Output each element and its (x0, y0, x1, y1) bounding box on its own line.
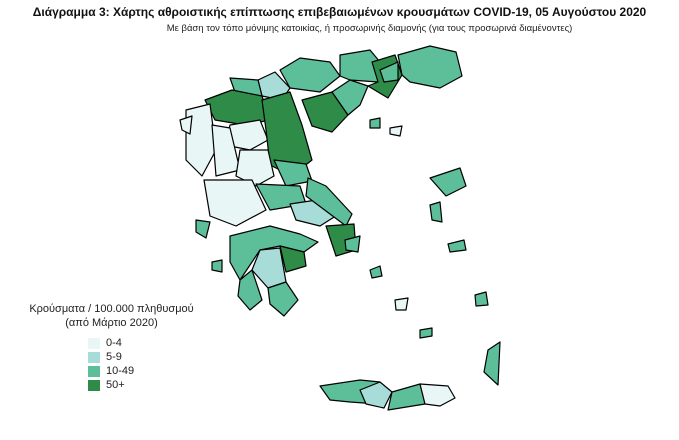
region (267, 281, 299, 317)
island (419, 327, 433, 339)
region (273, 159, 313, 187)
island (447, 239, 467, 253)
mainland-regions (185, 45, 463, 317)
legend-swatch (88, 365, 100, 377)
map-subtitle: Με βάση τον τόπο μόνιμης κατοικίας, ή πρ… (166, 23, 573, 34)
island (195, 219, 211, 239)
legend-swatch (88, 351, 100, 363)
legend-label: 10-49 (106, 365, 135, 377)
legend-title: Κρούσματα / 100.000 πληθυσμού (29, 303, 194, 315)
region (279, 245, 307, 273)
islands (179, 61, 501, 411)
island (419, 383, 456, 407)
island (474, 291, 489, 307)
island (211, 259, 223, 273)
island (389, 125, 403, 137)
legend: Κρούσματα / 100.000 πληθυσμού (από Μάρτι… (4, 302, 219, 392)
region (235, 149, 275, 187)
island (369, 265, 383, 279)
legend-subtitle: (από Μάρτιο 2020) (65, 317, 158, 329)
island (429, 201, 443, 223)
region (301, 91, 349, 133)
island (369, 117, 381, 129)
island (429, 167, 467, 197)
region (203, 179, 267, 227)
region (305, 177, 353, 227)
island (387, 383, 426, 411)
legend-item: 5-9 (88, 350, 219, 364)
legend-item: 0-4 (88, 336, 219, 350)
region (185, 103, 217, 177)
map-title: Διάγραμμα 3: Χάρτης αθροιστικής επίπτωση… (32, 5, 647, 19)
legend-label: 5-9 (106, 351, 122, 363)
region (331, 79, 369, 116)
island (379, 61, 399, 83)
legend-label: 0-4 (106, 337, 122, 349)
island (359, 381, 393, 409)
island (179, 115, 193, 135)
legend-item: 50+ (88, 378, 219, 392)
legend-label: 50+ (106, 379, 125, 391)
legend-item: 10-49 (88, 364, 219, 378)
island (483, 341, 501, 386)
legend-swatch (88, 337, 100, 349)
island (394, 297, 409, 311)
legend-swatch (88, 379, 100, 391)
region (237, 269, 263, 311)
region (397, 45, 463, 89)
island (344, 235, 361, 253)
